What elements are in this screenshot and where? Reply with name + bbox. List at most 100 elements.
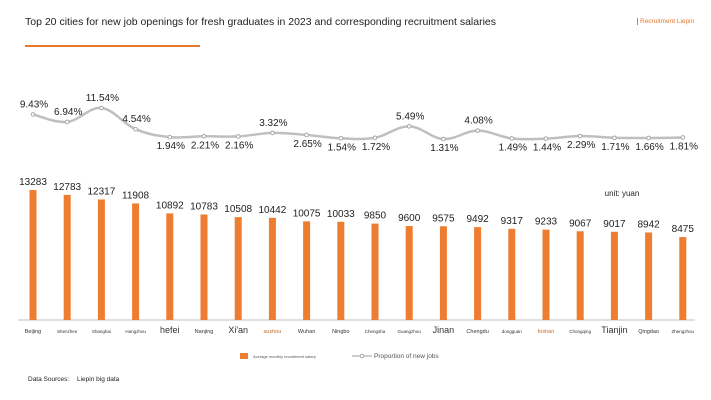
title-underline: [25, 45, 200, 47]
bar-value-label: 9233: [535, 217, 558, 228]
proportion-value-label: 4.54%: [122, 114, 150, 125]
bar-foshan: [542, 229, 550, 320]
bar-value-label: 10075: [293, 208, 321, 219]
proportion-value-label: 1.31%: [430, 143, 458, 154]
bar-Jinan: [439, 226, 447, 320]
bar-Chengdu: [474, 227, 482, 320]
x-tick-label: Shenzhen: [57, 329, 78, 334]
proportion-point-Shenzhen: [64, 119, 70, 125]
proportion-value-label: 2.16%: [225, 140, 253, 151]
bar-Tianjin: [610, 231, 618, 320]
x-tick-label: Ningbo: [332, 329, 349, 335]
x-tick-label: dongguan: [502, 329, 523, 334]
bar-value-label: 9067: [569, 218, 592, 229]
bar-value-label: 8942: [637, 219, 660, 230]
bar-value-label: 8475: [672, 224, 695, 235]
x-tick-label: suzhou: [264, 329, 282, 335]
x-tick-label: Jinan: [433, 325, 455, 335]
bar-Wuhan: [303, 221, 311, 320]
data-source-value: Liepin big data: [77, 376, 120, 383]
bar-value-label: 13283: [19, 177, 47, 188]
chart-title: Top 20 cities for new job openings for f…: [25, 16, 497, 28]
proportion-value-label: 4.08%: [464, 116, 492, 127]
bar-value-label: 9600: [398, 213, 421, 224]
proportion-point-dongguan: [509, 136, 515, 141]
proportion-point-Ningbo: [338, 136, 344, 141]
bar-value-label: 12317: [87, 186, 115, 197]
bar-value-label: 11908: [122, 190, 150, 201]
x-tick-label: Xi'an: [228, 325, 248, 335]
proportion-point-Chengdu: [475, 128, 480, 133]
bar-value-label: 10442: [258, 205, 286, 216]
proportion-point-Chongqing: [577, 133, 583, 139]
bar-Beijing: [29, 190, 37, 320]
legend-bar-swatch: [240, 353, 248, 359]
bar-Chongqing: [576, 231, 584, 320]
proportion-point-Tianjin: [612, 135, 617, 141]
x-tick-label: Shanghai: [92, 329, 111, 334]
x-tick-label: Wuhan: [298, 329, 315, 335]
x-tick-label: Nanjing: [195, 329, 214, 335]
x-tick-label: Zhengzhou: [672, 329, 695, 334]
proportion-point-Xi'an: [235, 134, 241, 139]
proportion-value-label: 2.21%: [191, 140, 219, 151]
proportion-value-label: 1.72%: [362, 142, 390, 153]
proportion-point-Chengsha: [372, 135, 378, 141]
bar-value-label: 9850: [364, 211, 387, 222]
x-tick-label: Beijing: [25, 329, 42, 335]
bar-Zhengzhou: [679, 237, 687, 320]
proportion-value-label: 1.81%: [670, 141, 698, 152]
bar-Qingdao: [645, 232, 653, 320]
bar-Chengsha: [371, 223, 379, 320]
bar-Shenzhen: [63, 194, 71, 320]
proportion-point-Guangzhou: [406, 124, 412, 129]
proportion-value-label: 6.94%: [54, 107, 82, 118]
bar-value-label: 10783: [190, 201, 218, 212]
legend-line-label: Proportion of new jobs: [374, 353, 439, 360]
x-tick-label: Chengsha: [365, 329, 386, 334]
bar-Guangzhou: [405, 226, 413, 320]
proportion-value-label: 2.29%: [567, 140, 595, 151]
proportion-value-label: 1.44%: [533, 143, 561, 154]
unit-label: unit: yuan: [605, 189, 640, 198]
proportion-point-suzhou: [270, 130, 275, 136]
bar-value-label: 10033: [327, 209, 355, 220]
bar-value-label: 9317: [501, 216, 524, 227]
legend-line-marker: [359, 353, 365, 359]
proportion-point-Nanjing: [201, 133, 207, 139]
proportion-value-label: 2.65%: [293, 139, 321, 150]
x-tick-label: hefei: [160, 325, 180, 335]
proportion-point-Wuhan: [304, 132, 309, 138]
bar-value-label: 9575: [432, 213, 455, 224]
bar-dongguan: [508, 228, 516, 320]
proportion-point-Hangzhou: [133, 126, 138, 132]
x-tick-label: Chengdu: [466, 329, 488, 335]
proportion-value-label: 11.54%: [86, 93, 119, 104]
proportion-point-Beijing: [30, 112, 36, 117]
x-tick-label: Guangzhou: [398, 329, 422, 334]
proportion-value-label: 1.94%: [157, 141, 185, 152]
proportion-point-Shanghai: [99, 105, 104, 111]
proportion-value-label: 1.49%: [499, 142, 527, 153]
legend-bar-label: Average monthly recruitment salary: [253, 354, 316, 359]
proportion-line: [32, 106, 683, 141]
brand-label: Recruitment Liepin: [637, 18, 694, 25]
proportion-point-Qingdao: [646, 135, 651, 141]
proportion-point-Jinan: [441, 136, 446, 142]
proportion-value-label: 1.71%: [601, 142, 629, 153]
data-source-label: Data Sources:: [28, 376, 70, 383]
bar-Hangzhou: [132, 203, 140, 320]
data-source: Data Sources: Liepin big data: [28, 376, 119, 383]
x-tick-label: foshan: [538, 329, 555, 335]
proportion-value-label: 3.32%: [259, 118, 287, 129]
proportion-point-foshan: [543, 136, 549, 141]
x-tick-label: Chongqing: [569, 329, 591, 334]
bar-suzhou: [268, 217, 276, 320]
bar-value-label: 9017: [603, 219, 626, 230]
proportion-point-hefei: [167, 134, 173, 140]
proportion-value-label: 1.66%: [635, 142, 663, 153]
proportion-value-label: 1.54%: [328, 142, 356, 153]
bar-hefei: [166, 213, 174, 320]
bar-value-label: 10508: [224, 204, 252, 215]
